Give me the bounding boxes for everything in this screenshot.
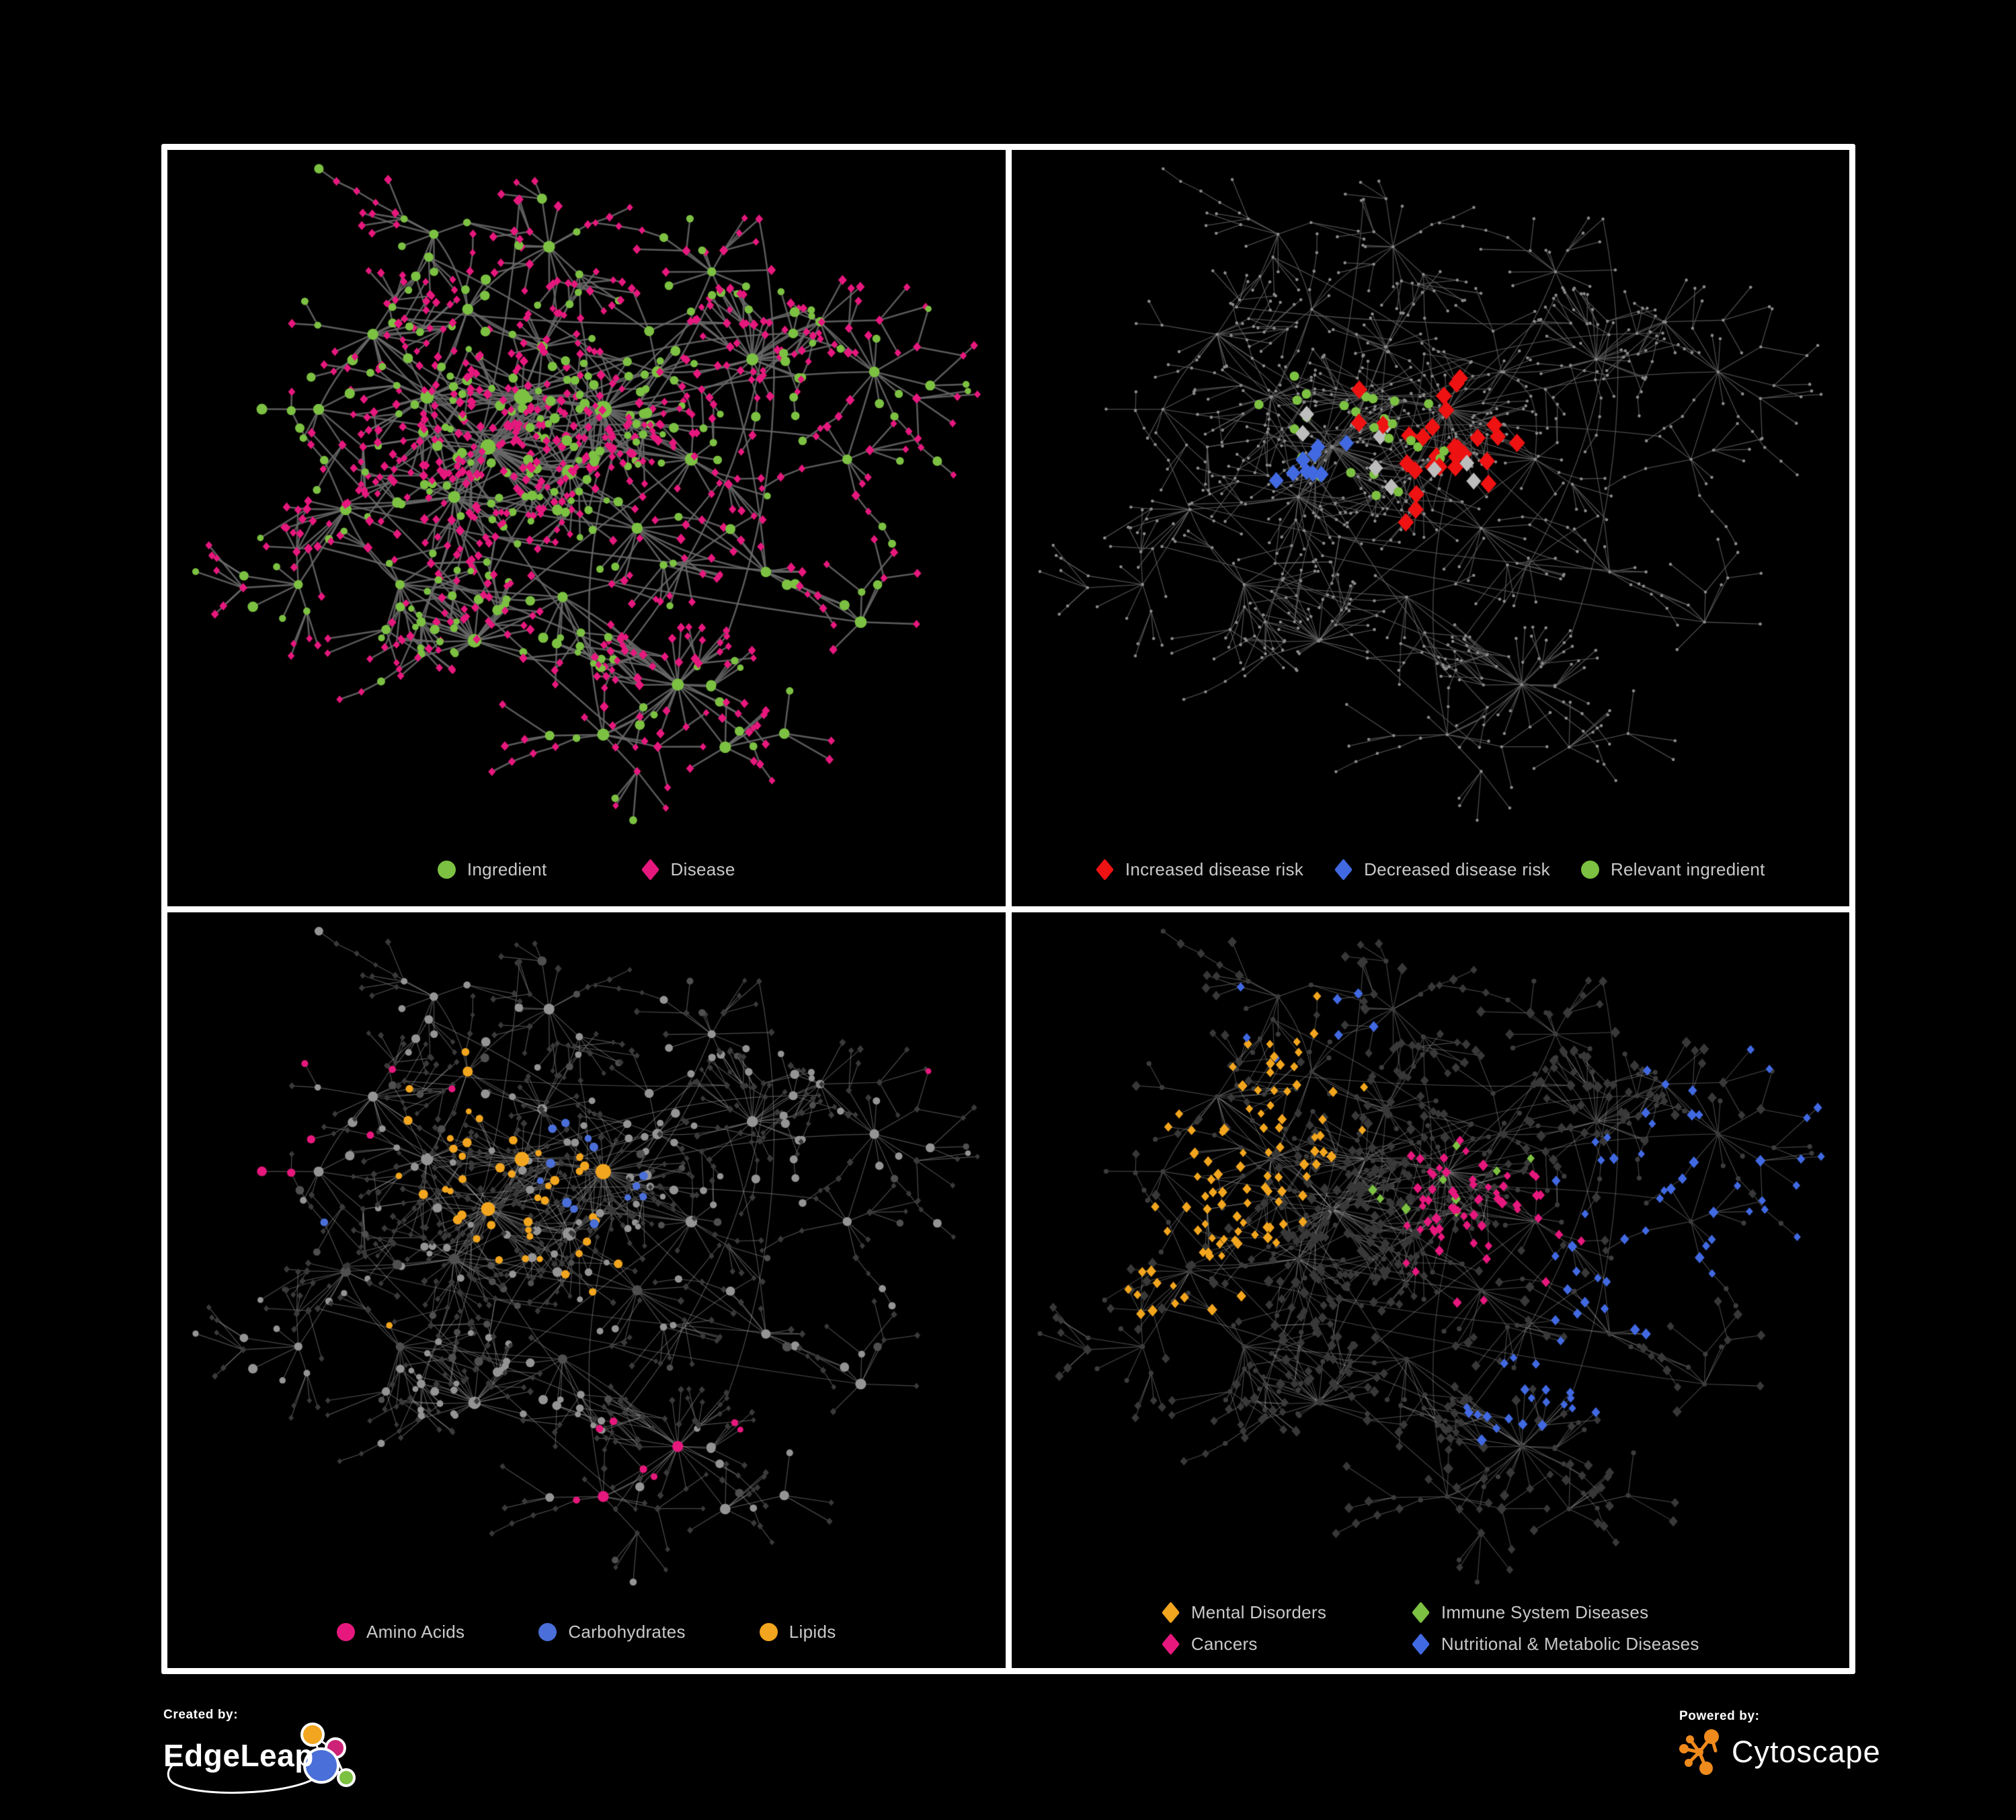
legend-label: Mental Disorders [1191, 1602, 1327, 1622]
panel-ingredient-disease: Ingredient Disease [167, 150, 1006, 906]
legend-ingredient-disease: Ingredient Disease [167, 857, 1006, 883]
legend-item-amino-acids: Amino Acids [336, 1621, 465, 1643]
immune-system-swatch-icon [1411, 1601, 1430, 1624]
nutritional-metabolic-swatch-icon [1411, 1633, 1430, 1655]
disease-risk-network-canvas [1011, 150, 1849, 831]
carbohydrates-swatch-icon [538, 1622, 557, 1641]
edgeleap-credit: Created by: EdgeLeap [163, 1708, 385, 1795]
legend-item-increased-risk: Increased disease risk [1095, 859, 1304, 881]
legend-item-disease: Disease [641, 859, 735, 881]
panel-nutrient-classes: Amino Acids Carbohydrates Lipids [167, 912, 1006, 1668]
ingredient-swatch-icon [437, 861, 456, 879]
legend-nutrient-classes: Amino Acids Carbohydrates Lipids [167, 1618, 1006, 1645]
legend-item-relevant-ingredient: Relevant ingredient [1580, 859, 1765, 880]
legend-disease-classes: Mental Disorders Immune System Diseases … [1161, 1601, 1699, 1655]
amino-acids-swatch-icon [336, 1622, 355, 1641]
legend-label: Cancers [1191, 1634, 1258, 1654]
mental-disorders-swatch-icon [1161, 1601, 1180, 1624]
legend-label: Decreased disease risk [1364, 859, 1550, 879]
legend-item-immune-system-diseases: Immune System Diseases [1411, 1601, 1699, 1624]
cytoscape-logo-row: Cytoscape [1679, 1728, 1881, 1776]
legend-item-nutritional-metabolic-diseases: Nutritional & Metabolic Diseases [1411, 1633, 1699, 1655]
edgeleap-logo-icon [167, 1723, 356, 1794]
edgeleap-logo-row: EdgeLeap [163, 1723, 385, 1794]
cytoscape-credit: Powered by: Cytoscape [1679, 1709, 1881, 1783]
legend-label: Disease [670, 859, 735, 879]
legend-label: Increased disease risk [1125, 859, 1304, 879]
legend-item-cancers: Cancers [1161, 1633, 1412, 1655]
legend-item-carbohydrates: Carbohydrates [538, 1622, 685, 1643]
edgeleap-wordmark: EdgeLeap [163, 1738, 314, 1773]
cytoscape-logo-icon [1679, 1729, 1719, 1775]
decreased-risk-swatch-icon [1334, 859, 1353, 881]
panel-disease-classes: Mental Disorders Immune System Diseases … [1011, 912, 1849, 1668]
increased-risk-swatch-icon [1095, 859, 1114, 881]
legend-label: Carbohydrates [568, 1621, 686, 1642]
created-by-label: Created by: [163, 1708, 239, 1722]
legend-item-ingredient: Ingredient [437, 859, 547, 880]
legend-disease-risk: Increased disease risk Decreased disease… [1012, 857, 1850, 883]
ingredient-disease-network-canvas [167, 150, 1006, 831]
disease-classes-network-canvas [1011, 912, 1849, 1593]
legend-label: Nutritional & Metabolic Diseases [1441, 1634, 1699, 1654]
cytoscape-wordmark: Cytoscape [1732, 1735, 1881, 1769]
legend-label: Lipids [789, 1621, 836, 1642]
lipids-swatch-icon [759, 1622, 778, 1641]
cancers-swatch-icon [1161, 1633, 1180, 1655]
relevant-ingredient-swatch-icon [1580, 861, 1599, 879]
legend-label: Immune System Diseases [1441, 1602, 1649, 1622]
legend-label: Ingredient [467, 859, 547, 879]
figure-grid: Ingredient Disease Increased disease ris… [161, 144, 1855, 1674]
legend-label: Amino Acids [366, 1621, 465, 1642]
legend-label: Relevant ingredient [1610, 859, 1765, 879]
panel-disease-risk: Increased disease risk Decreased disease… [1011, 150, 1850, 906]
legend-item-decreased-risk: Decreased disease risk [1334, 859, 1550, 881]
powered-by-label: Powered by: [1679, 1709, 1760, 1723]
legend-item-mental-disorders: Mental Disorders [1161, 1601, 1412, 1624]
disease-swatch-icon [641, 859, 659, 881]
nutrient-classes-network-canvas [167, 912, 1006, 1593]
legend-item-lipids: Lipids [759, 1621, 836, 1643]
